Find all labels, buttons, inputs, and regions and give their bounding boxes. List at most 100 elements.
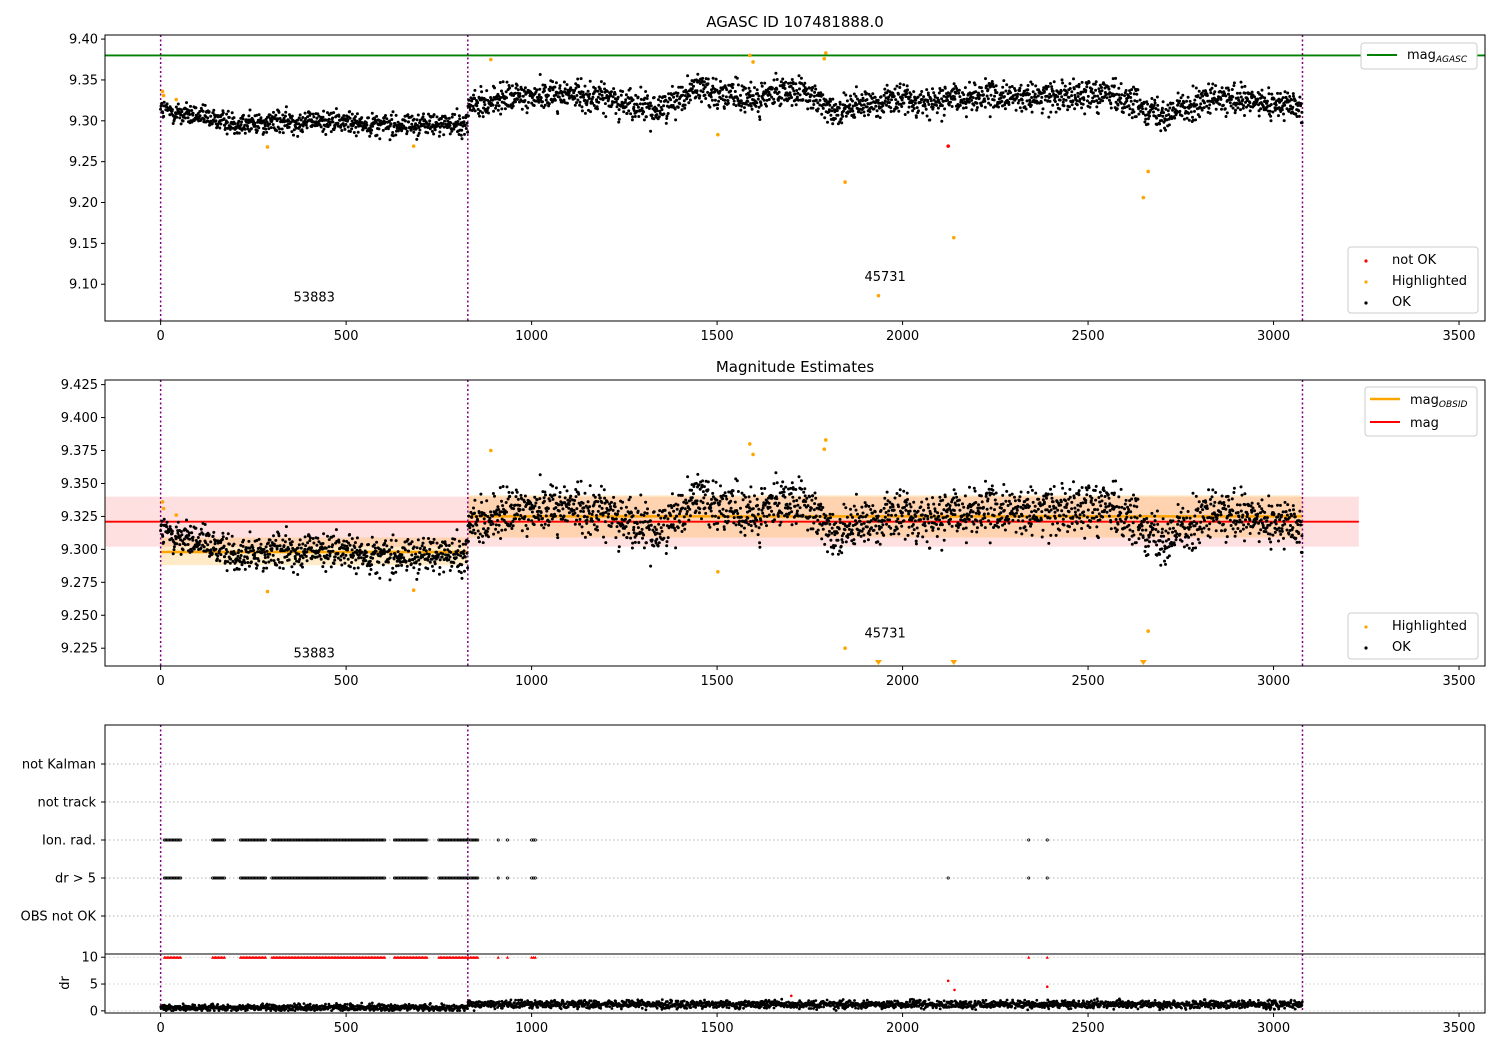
panel1-ok-point xyxy=(475,104,479,108)
panel2-ok-point xyxy=(329,565,333,569)
panel1-ok-point xyxy=(1119,101,1123,105)
panel2-ok-point xyxy=(423,546,427,550)
panel1-ok-point xyxy=(622,110,626,114)
panel1-ok-point xyxy=(439,117,443,121)
panel2-ok-point xyxy=(636,509,640,513)
panel2-ok-point xyxy=(617,529,621,533)
panel2-ok-point xyxy=(513,503,517,507)
panel2-ok-point xyxy=(926,517,930,521)
panel2-ok-point xyxy=(360,542,364,546)
panel2-ok-point xyxy=(637,541,641,544)
panel1-ok-point xyxy=(1070,103,1074,107)
panel1-ok-point xyxy=(458,117,462,121)
panel1-ok-point xyxy=(262,131,266,134)
panel1-ok-point xyxy=(639,85,643,89)
panel1-ok-point xyxy=(1166,103,1170,107)
panel1-ok-point xyxy=(565,101,569,105)
panel1-ok-point xyxy=(881,104,885,108)
panel2-ok-point xyxy=(289,543,293,547)
panel2-ok-point xyxy=(799,479,803,483)
panel2-ok-point xyxy=(795,509,799,513)
panel1-ok-point xyxy=(897,92,900,96)
panel1-ok-point xyxy=(940,104,944,108)
panel2-ok-point xyxy=(655,537,659,541)
panel2-ok-point xyxy=(375,540,379,544)
panel2-ok-point xyxy=(322,561,326,565)
panel1-ok-point xyxy=(657,115,661,119)
panel2-ok-point xyxy=(400,553,404,557)
panel1-ok-point xyxy=(723,98,727,102)
panel1-ok-point xyxy=(1120,93,1124,97)
panel1-ok-point xyxy=(1224,94,1228,98)
panel2-ok-point xyxy=(268,552,272,556)
panel2-ok-point xyxy=(175,542,179,546)
panel1-ok-point xyxy=(482,100,486,104)
panel2-ok-point xyxy=(838,521,842,524)
panel2-ok-point xyxy=(573,499,577,502)
panel1-ok-point xyxy=(418,128,422,132)
panel1-ok-point xyxy=(1191,115,1194,119)
panel2-ok-point xyxy=(389,552,393,556)
panel2-ok-point xyxy=(426,567,430,571)
panel2-ok-point xyxy=(496,519,500,522)
panel2-ok-point xyxy=(456,549,460,553)
panel1-ok-point xyxy=(264,127,268,131)
panel2-ok-point xyxy=(241,544,245,548)
panel1-ok-point xyxy=(1210,86,1214,90)
panel2-ok-point xyxy=(627,531,631,535)
panel2-ok-point xyxy=(593,495,597,499)
panel2-ok-point xyxy=(588,505,592,509)
panel1-ok-point xyxy=(461,116,465,120)
panel1-ok-point xyxy=(580,109,584,113)
panel1-ok-point xyxy=(1058,107,1062,111)
panel1-obsid-label: 53883 xyxy=(294,290,335,305)
panel1-ok-point xyxy=(1250,96,1254,100)
panel1-ok-point xyxy=(1075,103,1079,107)
panel2-ok-point xyxy=(418,547,422,550)
panel2-ok-point xyxy=(741,498,745,502)
panel2-ok-point xyxy=(937,503,941,506)
panel2-ok-point xyxy=(596,509,600,513)
panel1-ok-point xyxy=(828,103,832,107)
panel1-ok-point xyxy=(913,101,917,105)
panel2-ok-point xyxy=(695,499,699,503)
panel1-ok-point xyxy=(472,107,476,111)
panel1-ok-point xyxy=(449,121,453,125)
panel1-ok-point xyxy=(284,105,288,109)
panel1-ok-point xyxy=(681,93,685,97)
panel2-ok-point xyxy=(894,513,898,517)
panel1-ok-point xyxy=(255,129,259,133)
panel1-highlighted-point xyxy=(160,89,165,94)
panel2-ok-point xyxy=(641,536,644,540)
panel1-frame xyxy=(104,34,1486,322)
panel1-ok-point xyxy=(596,89,600,93)
panel1-ok-point xyxy=(749,104,753,108)
panel2-ok-point xyxy=(702,496,706,500)
panel2-ok-point xyxy=(455,528,459,532)
panel1-ok-point xyxy=(460,128,464,132)
panel2-ok-point xyxy=(473,498,477,502)
panel1-ok-point xyxy=(1173,116,1177,120)
panel2-ok-point xyxy=(830,526,834,530)
panel1-ok-point xyxy=(589,110,592,114)
panel2-ok-point xyxy=(539,511,543,514)
panel1-ok-point xyxy=(1051,89,1055,93)
panel2-ok-point xyxy=(852,504,856,508)
panel2-ok-point xyxy=(515,490,519,494)
panel1-ok-point xyxy=(496,108,500,112)
panel2-ok-point xyxy=(339,558,343,562)
panel1-ok-point xyxy=(763,81,767,85)
panel1-ok-point xyxy=(919,93,923,96)
panel1-ok-point xyxy=(1042,90,1046,93)
panel2-ok-point xyxy=(896,517,900,521)
panel1-ok-point xyxy=(602,111,605,115)
panel1-ok-point xyxy=(444,116,448,120)
panel1-ok-point xyxy=(344,123,348,126)
panel1-ok-point xyxy=(575,94,579,97)
panel1-ok-point xyxy=(283,114,287,118)
panel1-ok-point xyxy=(680,108,684,112)
panel2-ok-point xyxy=(388,548,391,552)
panel2-ok-point xyxy=(684,498,688,502)
panel2-ok-point xyxy=(487,535,490,539)
panel2-ok-point xyxy=(583,535,587,539)
